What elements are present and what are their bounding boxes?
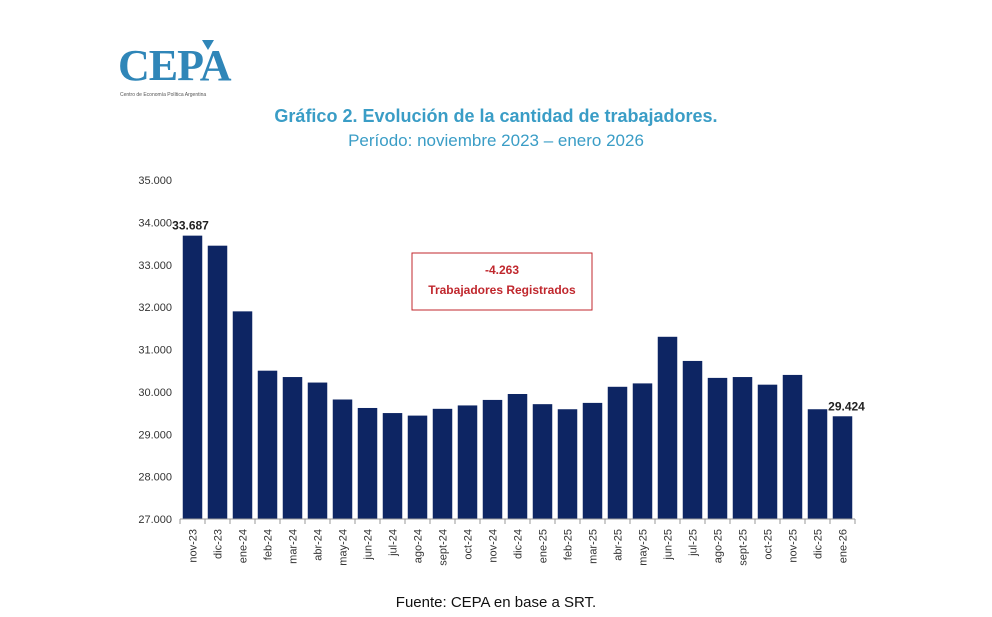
bar: [557, 409, 578, 519]
x-tick-label: jul-24: [388, 529, 400, 557]
annotation-value: -4.263: [485, 263, 519, 277]
y-tick-label: 31.000: [138, 345, 172, 357]
x-tick-label: dic-24: [513, 529, 525, 559]
x-tick-label: sept-24: [438, 529, 450, 566]
y-tick-label: 33.000: [138, 260, 172, 272]
x-tick-label: oct-24: [463, 529, 475, 560]
bar: [632, 383, 653, 519]
x-tick-label: abr-25: [613, 529, 625, 561]
x-tick-label: dic-25: [813, 529, 825, 559]
bar: [332, 399, 353, 519]
bar: [607, 386, 628, 519]
x-tick-label: oct-25: [763, 529, 775, 560]
bar: [407, 415, 428, 519]
annotation-box: [411, 252, 593, 311]
bar: [582, 402, 603, 519]
x-tick-label: abr-24: [313, 529, 325, 561]
bar: [307, 382, 328, 519]
data-label: 29.424: [828, 399, 865, 413]
bar: [357, 407, 378, 519]
x-tick-label: mar-25: [588, 529, 600, 564]
x-tick-label: sept-25: [738, 529, 750, 566]
bar: [457, 405, 478, 519]
bar: [707, 377, 728, 519]
y-tick-label: 28.000: [138, 472, 172, 484]
bar: [232, 311, 253, 519]
y-tick-label: 35.000: [138, 175, 172, 187]
x-tick-label: nov-23: [188, 529, 200, 563]
x-tick-label: dic-23: [213, 529, 225, 559]
y-tick-label: 27.000: [138, 514, 172, 526]
y-tick-label: 29.000: [138, 429, 172, 441]
x-tick-label: jun-25: [663, 529, 675, 561]
bar: [807, 409, 828, 519]
bar: [507, 393, 528, 519]
bar: [182, 235, 203, 520]
cepa-logo: CEPA Centro de Economía Política Argenti…: [118, 40, 238, 100]
logo-subtitle: Centro de Economía Política Argentina: [120, 92, 207, 98]
x-tick-label: jun-24: [363, 529, 375, 561]
x-tick-label: jul-25: [688, 529, 700, 557]
x-tick-label: ene-26: [838, 529, 850, 563]
bar: [382, 413, 403, 519]
x-tick-label: ago-25: [713, 529, 725, 563]
chart-subtitle: Período: noviembre 2023 – enero 2026: [348, 131, 644, 150]
x-tick-label: ene-24: [238, 529, 250, 563]
bar: [682, 360, 703, 519]
x-tick-label: ago-24: [413, 529, 425, 563]
bar: [757, 384, 778, 519]
y-tick-label: 32.000: [138, 302, 172, 314]
x-tick-label: nov-25: [788, 529, 800, 563]
y-tick-label: 30.000: [138, 387, 172, 399]
bar: [432, 408, 453, 519]
bar: [532, 404, 553, 519]
x-tick-label: feb-25: [563, 529, 575, 560]
x-tick-label: may-24: [338, 529, 350, 566]
bar: [732, 377, 753, 519]
bar: [782, 374, 803, 519]
data-label: 33.687: [172, 219, 209, 233]
bar: [832, 416, 853, 519]
x-tick-label: ene-25: [538, 529, 550, 563]
bar: [482, 399, 503, 519]
annotation-label: Trabajadores Registrados: [428, 283, 576, 297]
bar: [257, 370, 278, 519]
bar: [207, 245, 228, 519]
bar: [282, 377, 303, 519]
logo-triangle-icon: [202, 40, 214, 50]
chart-title: Gráfico 2. Evolución de la cantidad de t…: [274, 106, 718, 126]
x-tick-label: feb-24: [263, 529, 275, 560]
bar: [657, 336, 678, 519]
y-tick-label: 34.000: [138, 217, 172, 229]
x-tick-label: may-25: [638, 529, 650, 566]
x-tick-label: mar-24: [288, 529, 300, 564]
source-note: Fuente: CEPA en base a SRT.: [395, 594, 597, 611]
x-tick-label: nov-24: [488, 529, 500, 563]
